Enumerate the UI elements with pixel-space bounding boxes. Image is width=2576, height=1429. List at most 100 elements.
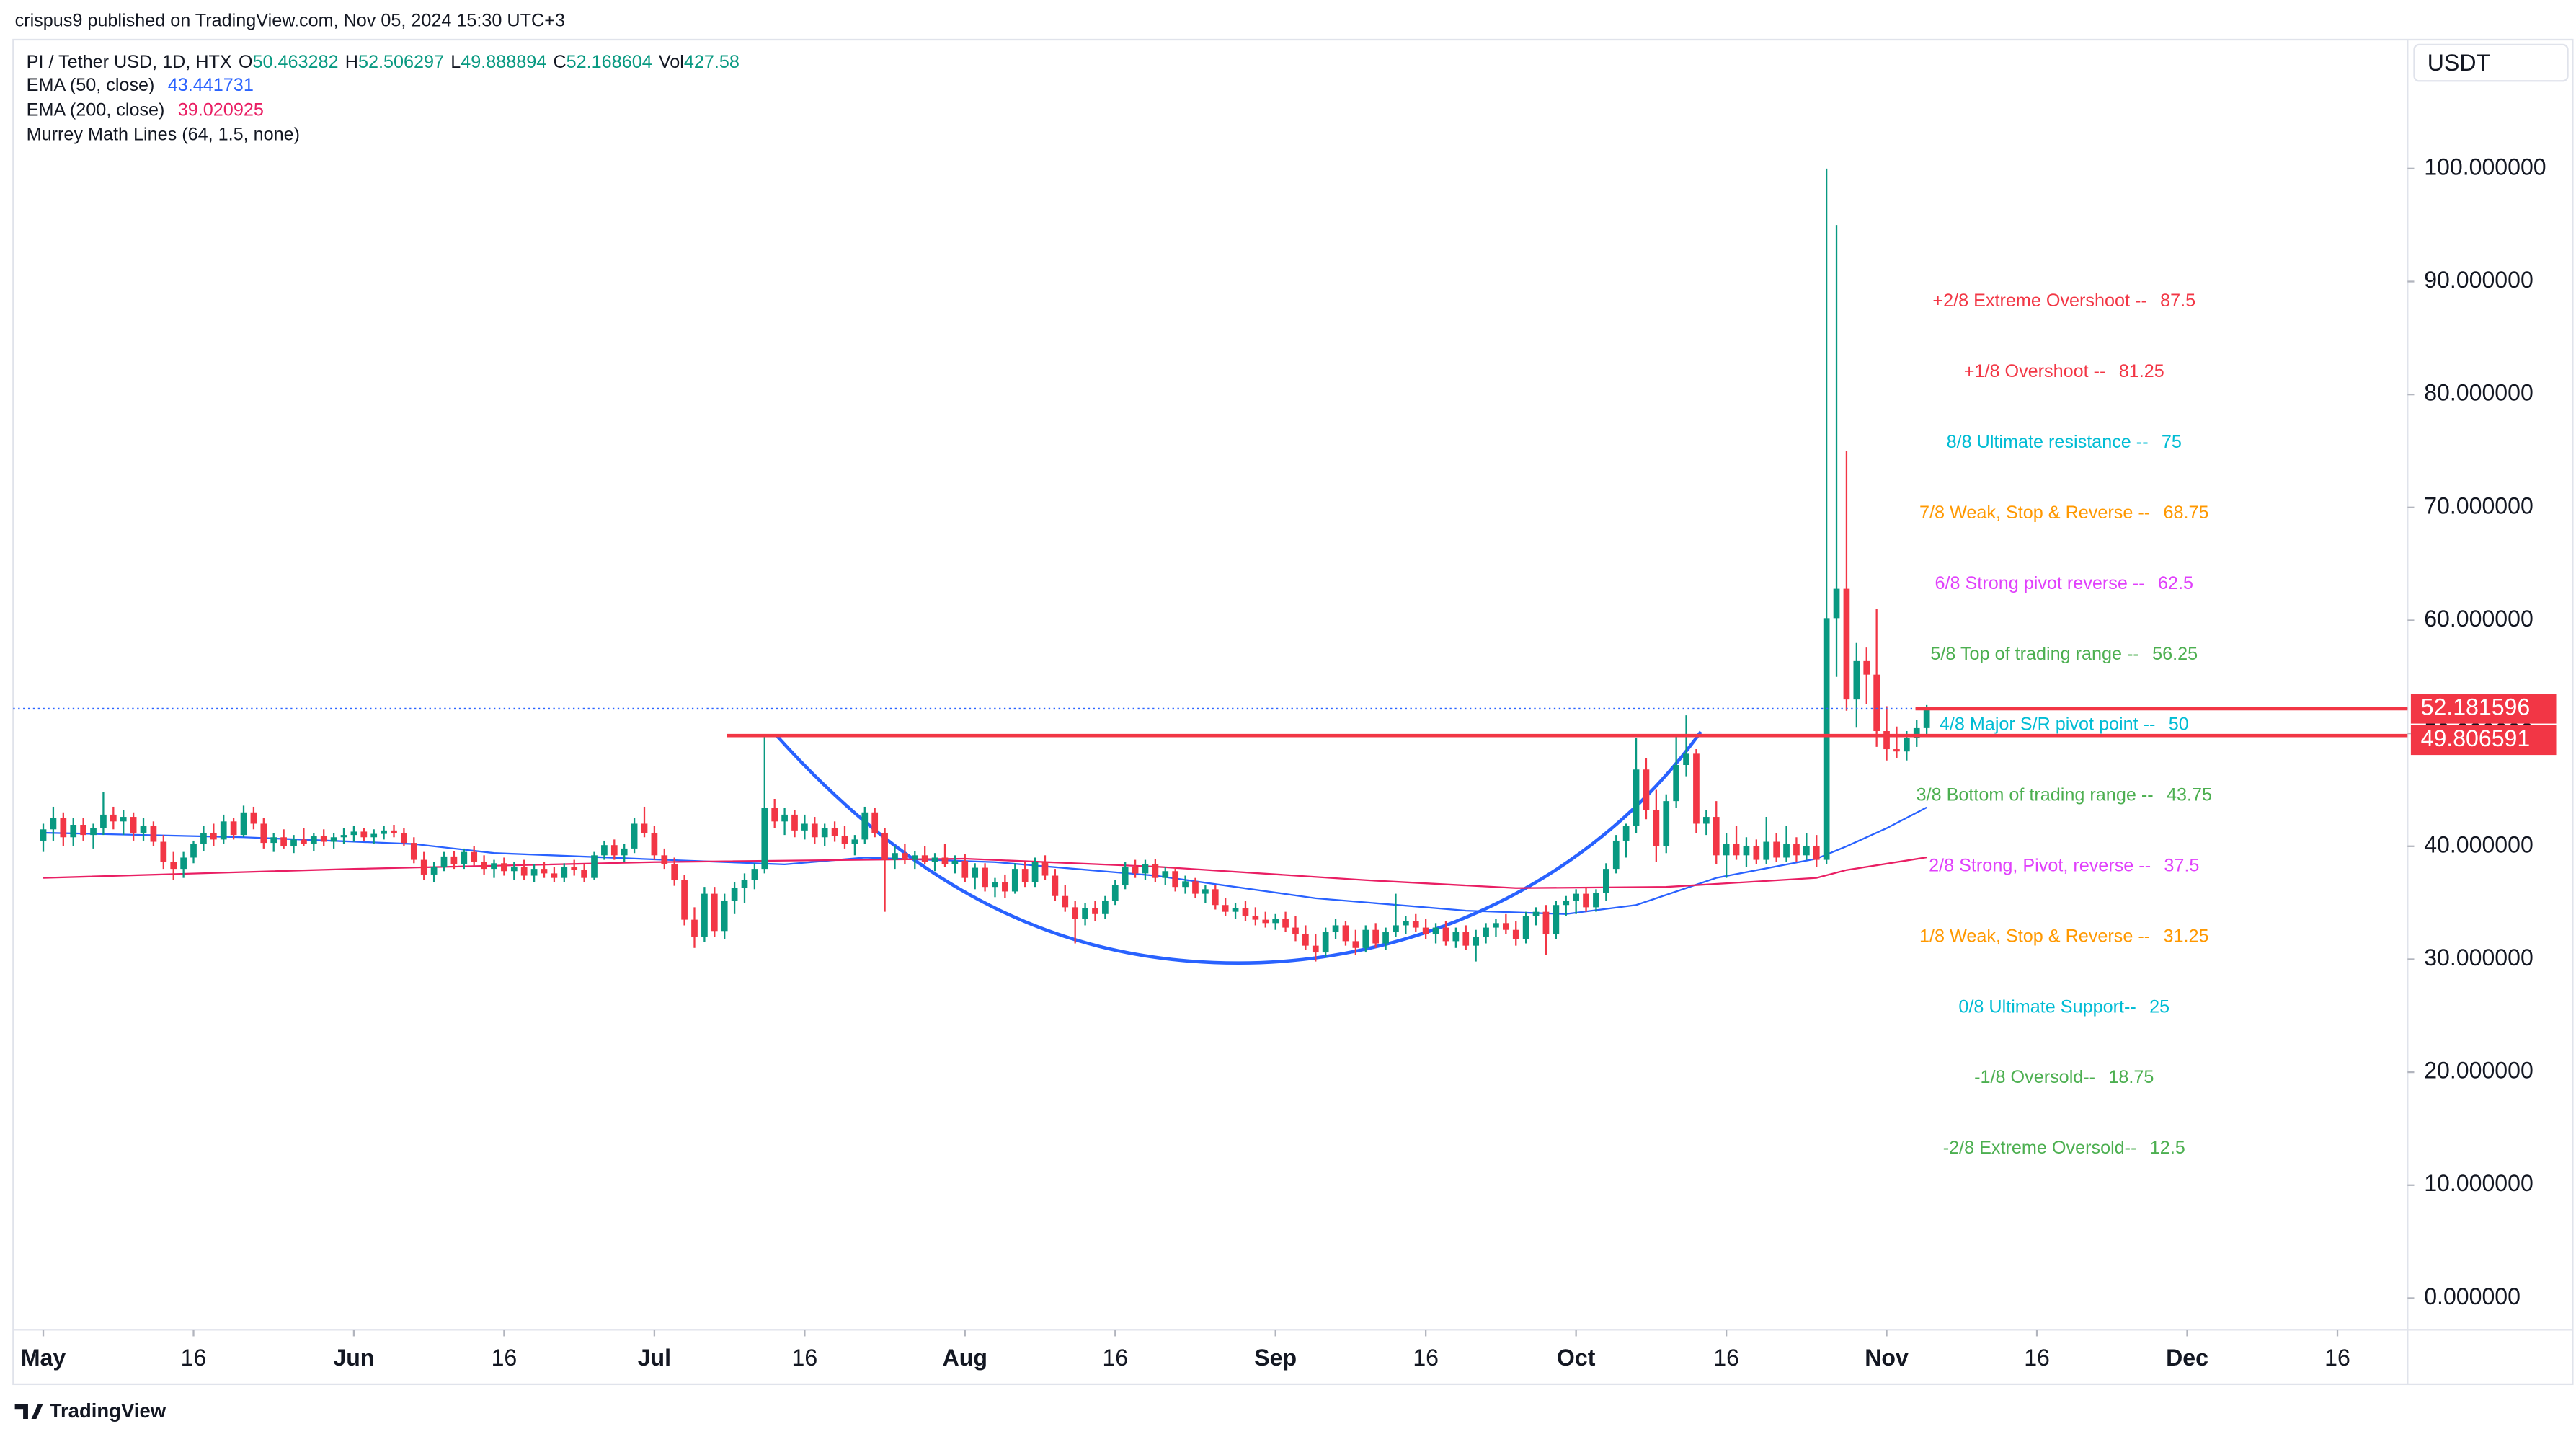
ohlc-label: H <box>345 52 358 72</box>
x-tick-label: Sep <box>1254 1345 1297 1371</box>
candle-body <box>40 829 47 841</box>
candle-body <box>1683 753 1689 765</box>
ohlc-value: 49.888894 <box>461 52 546 72</box>
candle-body <box>1072 907 1079 919</box>
currency[interactable]: USDT <box>2428 50 2490 76</box>
candle-body <box>701 893 708 937</box>
candle-body <box>1853 660 1860 700</box>
candle-body <box>972 867 979 878</box>
ohlc-label: C <box>553 52 566 72</box>
murrey-name: 1/8 Weak, Stop & Reverse -- <box>1919 926 2150 946</box>
candle-body <box>1522 916 1529 939</box>
candle-body <box>721 900 728 932</box>
candle-body <box>1222 905 1229 912</box>
y-tick-label: 100.000000 <box>2424 154 2546 180</box>
candle-body <box>1633 769 1640 826</box>
candle-body <box>430 866 438 875</box>
candle-body <box>230 821 237 836</box>
price-label: 52.181596 <box>2421 694 2531 720</box>
ohlc-label: O <box>239 52 253 72</box>
candle-body <box>1573 893 1580 901</box>
candle-body <box>831 828 838 836</box>
candle-body <box>280 837 287 846</box>
candle-body <box>510 866 518 872</box>
candle-body <box>1673 764 1680 802</box>
candle-body <box>330 837 337 842</box>
ema-line <box>43 806 1927 915</box>
candle-body <box>1082 908 1088 919</box>
murrey-value: 75 <box>2162 432 2182 452</box>
currency-box[interactable] <box>2413 43 2569 82</box>
candle-body <box>80 825 86 836</box>
candle-body <box>1202 889 1209 894</box>
candle-body <box>1473 937 1480 946</box>
candle-body <box>290 839 297 846</box>
candle-body <box>601 845 608 856</box>
candle-body <box>711 893 718 932</box>
x-tick-label: Jul <box>638 1345 671 1371</box>
candle-body <box>1603 869 1609 893</box>
candle-body <box>621 848 628 856</box>
murrey-value: 56.25 <box>2152 643 2198 663</box>
ohlc-label: L <box>450 52 461 72</box>
candle-body <box>90 828 97 836</box>
candle-body <box>751 869 758 880</box>
candle-body <box>861 812 869 840</box>
murrey-value: 81.25 <box>2119 361 2164 381</box>
candle-body <box>1612 840 1620 870</box>
candle-body <box>401 832 407 844</box>
candle-body <box>551 873 558 878</box>
candle-body <box>1593 893 1599 908</box>
murrey-name: 4/8 Major S/R pivot point -- <box>1940 714 2156 734</box>
murrey-label: 1/8 Weak, Stop & Reverse -- 31.25 <box>1919 926 2208 946</box>
candle-body <box>1743 846 1750 856</box>
candle-body <box>811 823 818 838</box>
x-tick-label: 16 <box>492 1345 518 1371</box>
candle-body <box>491 863 497 870</box>
legend-value: 39.020925 <box>178 99 264 120</box>
candle-body <box>1893 749 1900 752</box>
candle-body <box>140 826 147 833</box>
candle-body <box>501 863 507 872</box>
murrey-value: 37.5 <box>2164 855 2199 875</box>
murrey-label: 2/8 Strong, Pivot, reverse -- 37.5 <box>1929 855 2199 875</box>
candle-body <box>781 814 788 822</box>
candle-body <box>180 857 187 870</box>
candle-body <box>1773 841 1780 858</box>
price-label: 49.806591 <box>2421 725 2531 751</box>
candle-body <box>1122 866 1129 885</box>
murrey-value: 87.5 <box>2160 291 2195 311</box>
x-tick-label: 16 <box>2324 1345 2350 1371</box>
candle-body <box>70 825 77 838</box>
candle-body <box>1262 919 1269 924</box>
candle-body <box>1152 864 1159 878</box>
ohlc-value: 50.463282 <box>253 52 339 72</box>
candle-body <box>240 812 247 836</box>
candle-body <box>270 837 277 844</box>
candle-body <box>982 867 988 888</box>
candle-body <box>160 841 167 862</box>
x-tick-label: 16 <box>1713 1345 1739 1371</box>
candle-body <box>1412 921 1419 928</box>
candle-body <box>1733 844 1740 856</box>
candle-body <box>50 818 57 830</box>
candle-body <box>1723 844 1730 856</box>
candle-body <box>1403 921 1409 926</box>
candle-body <box>691 919 698 937</box>
legend-value: 43.441731 <box>168 75 254 95</box>
murrey-name: -1/8 Oversold-- <box>1974 1067 2095 1087</box>
candle-body <box>1883 730 1890 750</box>
candle-body <box>1052 875 1059 896</box>
x-tick-label: Dec <box>2166 1345 2208 1371</box>
cup-drawing <box>775 730 1702 965</box>
candle-body <box>1172 871 1179 888</box>
x-tick-label: 16 <box>1102 1345 1128 1371</box>
candle-body <box>1312 945 1319 953</box>
candle-body <box>1162 871 1169 878</box>
y-tick-label: 40.000000 <box>2424 831 2533 857</box>
murrey-label: 6/8 Strong pivot reverse -- 62.5 <box>1935 573 2194 593</box>
murrey-label: 7/8 Weak, Stop & Reverse -- 68.75 <box>1919 503 2208 523</box>
candle-body <box>1503 923 1509 930</box>
